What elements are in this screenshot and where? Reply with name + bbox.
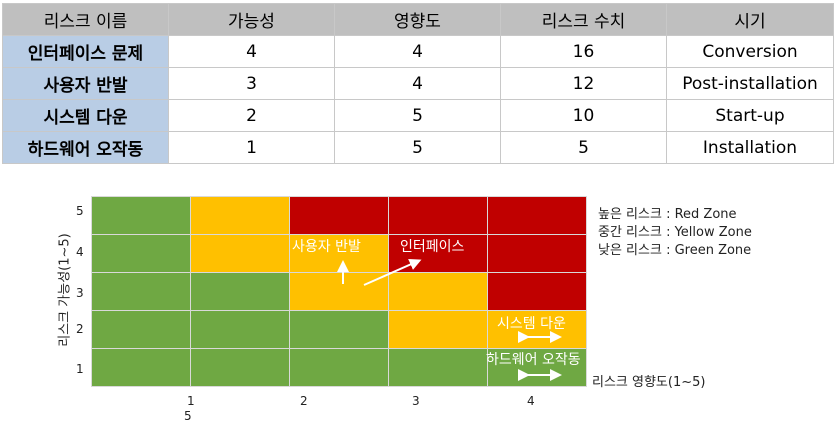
matrix-cell	[92, 197, 191, 235]
row-phase: Installation	[666, 131, 834, 164]
matrix-cell	[290, 273, 389, 311]
row-risk-name: 사용자 반발	[2, 67, 169, 100]
matrix-cell	[290, 349, 389, 387]
y-tick: 4	[76, 245, 84, 259]
matrix-cell	[92, 349, 191, 387]
matrix-cell	[389, 273, 488, 311]
matrix-cell	[191, 273, 290, 311]
row-phase: Conversion	[666, 35, 834, 68]
table-header-row: 리스크 이름 가능성 영향도 리스크 수치 시기	[2, 3, 834, 36]
matrix-label-hardware: 하드웨어 오작동	[486, 352, 581, 368]
matrix-cell	[488, 273, 587, 311]
matrix-cell	[389, 311, 488, 349]
matrix-label-interface: 인터페이스	[400, 239, 465, 255]
row-phase: Start-up	[666, 99, 834, 132]
row-impact: 4	[334, 35, 501, 68]
header-risk-name: 리스크 이름	[2, 3, 169, 36]
header-likelihood: 가능성	[168, 3, 335, 36]
matrix-cell	[488, 197, 587, 235]
x-tick: 5	[184, 409, 192, 423]
legend-red: 높은 리스크 : Red Zone	[598, 207, 737, 222]
risk-matrix	[91, 196, 587, 387]
row-risk-name: 인터페이스 문제	[2, 35, 169, 68]
legend-green: 낮은 리스크 : Green Zone	[598, 243, 752, 258]
row-likelihood: 2	[168, 99, 335, 132]
y-tick: 3	[76, 286, 84, 300]
matrix-cell	[92, 235, 191, 273]
matrix-cell	[191, 235, 290, 273]
x-tick: 2	[300, 394, 308, 408]
row-risk-name: 하드웨어 오작동	[2, 131, 169, 164]
matrix-cell	[389, 197, 488, 235]
row-risk-score: 5	[500, 131, 667, 164]
row-impact: 4	[334, 67, 501, 100]
matrix-label-user-resistance: 사용자 반발	[292, 239, 361, 255]
table-row: 인터페이스 문제 4 4 16 Conversion	[2, 35, 834, 68]
row-likelihood: 1	[168, 131, 335, 164]
table-row: 하드웨어 오작동 1 5 5 Installation	[2, 131, 834, 164]
x-axis-title: 리스크 영향도(1~5)	[592, 375, 706, 390]
matrix-cell	[191, 349, 290, 387]
matrix-cell	[92, 273, 191, 311]
table-row: 사용자 반발 3 4 12 Post-installation	[2, 67, 834, 100]
header-risk-score: 리스크 수치	[500, 3, 667, 36]
header-impact: 영향도	[334, 3, 501, 36]
x-tick: 1	[187, 394, 195, 408]
y-tick: 5	[76, 204, 84, 218]
row-risk-score: 10	[500, 99, 667, 132]
y-axis-title: 리스크 가능성(1~5)	[57, 233, 73, 347]
row-likelihood: 4	[168, 35, 335, 68]
row-impact: 5	[334, 99, 501, 132]
zone-legend: 높은 리스크 : Red Zone 중간 리스크 : Yellow Zone 낮…	[598, 206, 752, 260]
y-tick: 2	[76, 322, 84, 336]
x-tick: 3	[412, 394, 420, 408]
legend-yellow: 중간 리스크 : Yellow Zone	[598, 225, 752, 240]
header-phase: 시기	[666, 3, 834, 36]
matrix-cell	[290, 311, 389, 349]
x-tick: 4	[527, 394, 535, 408]
matrix-cell	[290, 197, 389, 235]
row-impact: 5	[334, 131, 501, 164]
matrix-cell	[191, 197, 290, 235]
row-risk-score: 16	[500, 35, 667, 68]
matrix-cell	[488, 235, 587, 273]
matrix-cell	[191, 311, 290, 349]
matrix-cell	[92, 311, 191, 349]
matrix-label-system-down: 시스템 다운	[497, 316, 566, 332]
matrix-cell	[389, 349, 488, 387]
y-tick: 1	[76, 362, 84, 376]
row-phase: Post-installation	[666, 67, 834, 100]
row-likelihood: 3	[168, 67, 335, 100]
row-risk-name: 시스템 다운	[2, 99, 169, 132]
row-risk-score: 12	[500, 67, 667, 100]
risk-table: 리스크 이름 가능성 영향도 리스크 수치 시기 인터페이스 문제 4 4 16…	[2, 3, 834, 164]
table-row: 시스템 다운 2 5 10 Start-up	[2, 99, 834, 132]
